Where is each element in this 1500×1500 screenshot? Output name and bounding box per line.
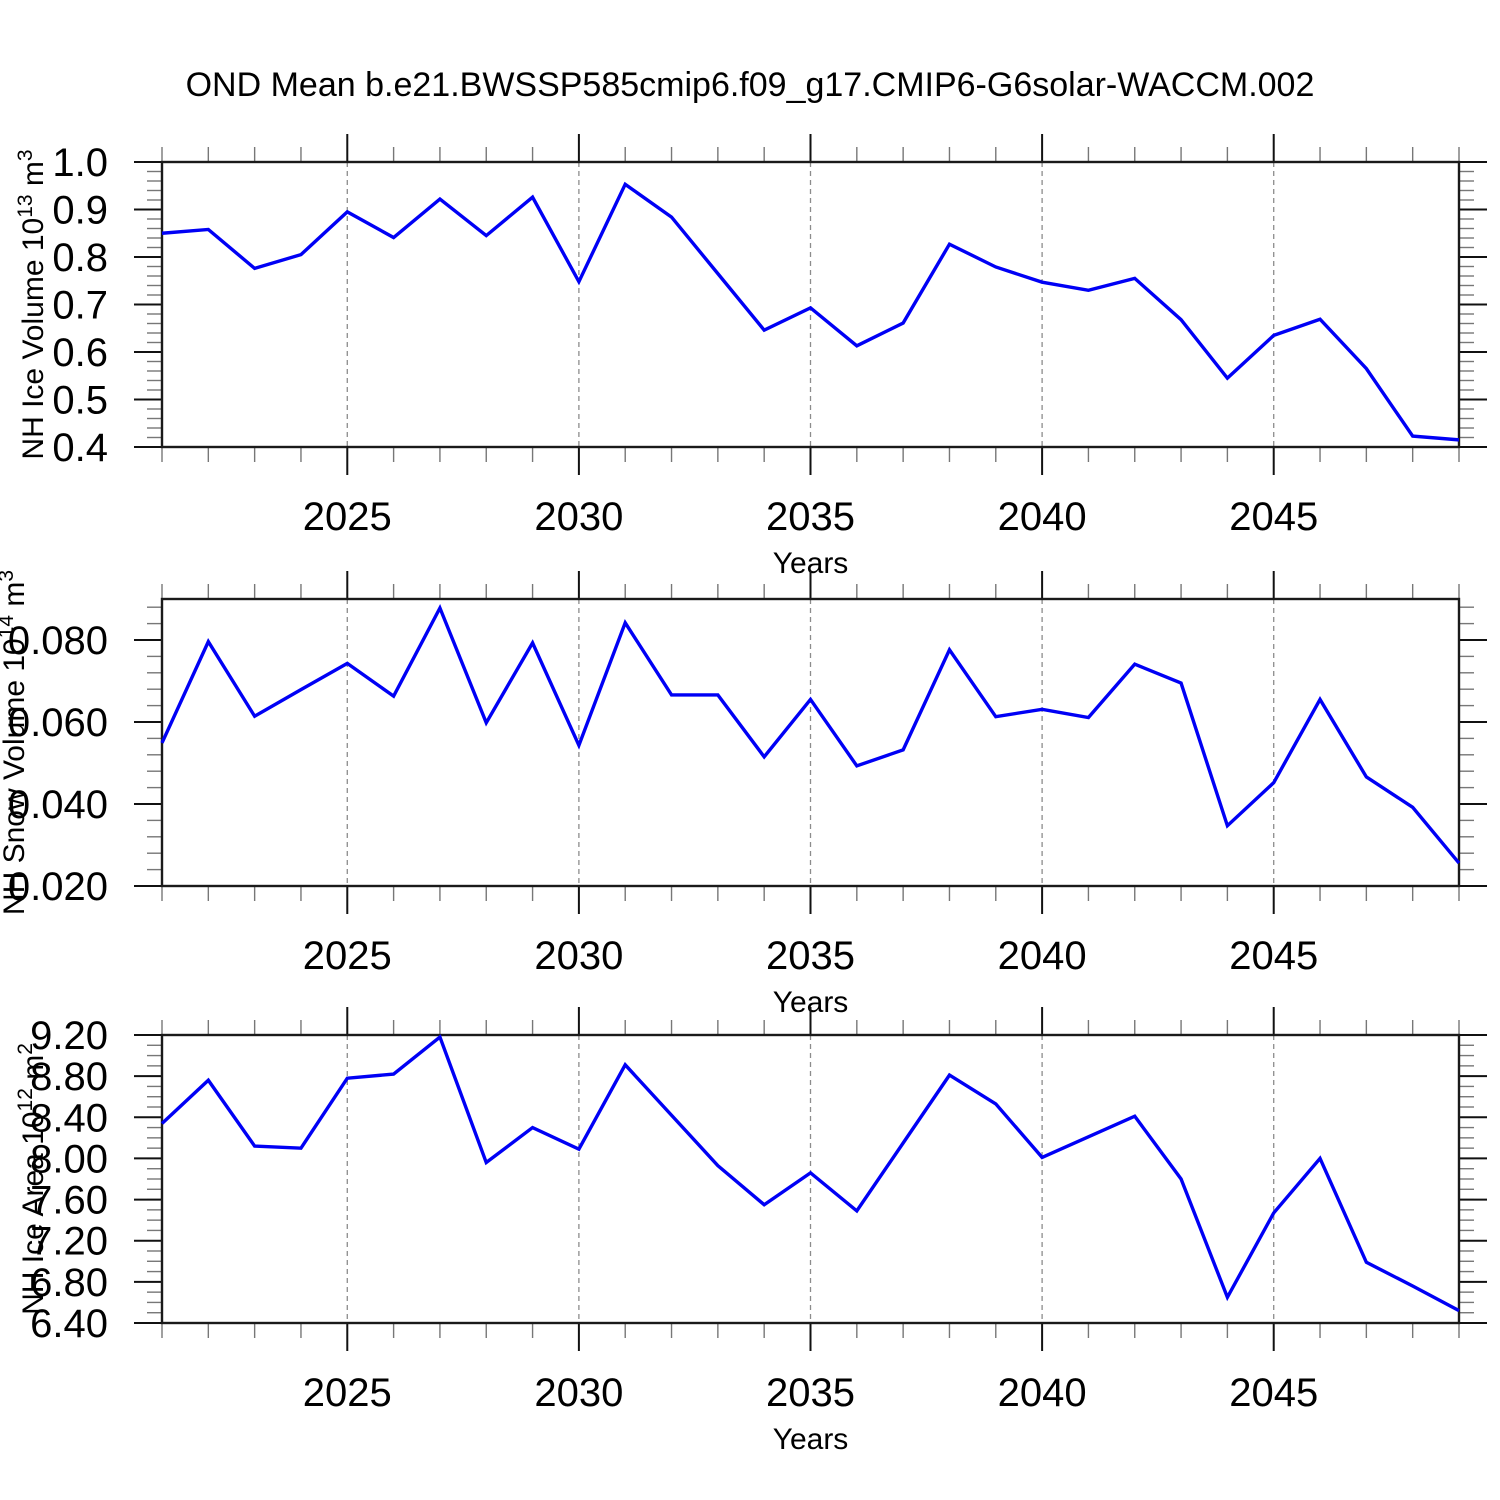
y-tick-label: 0.4	[52, 426, 108, 470]
x-tick-label: 2045	[1229, 934, 1318, 978]
series-line	[160, 1034, 1460, 1313]
y-tick-label: 0.5	[52, 379, 108, 423]
y-tick-label: 0.080	[8, 619, 108, 663]
series-line	[161, 181, 1460, 442]
x-tick-label: 2035	[766, 495, 855, 539]
x-tick-label: 2030	[534, 495, 623, 539]
x-tick-label: 2030	[534, 934, 623, 978]
y-axis-title-text: NH Ice Volume 1013 m3	[14, 149, 50, 459]
y-axis-title: NH Ice Area 1012 m2	[14, 1043, 50, 1315]
x-tick-label: 2045	[1229, 495, 1318, 539]
x-tick-label: 2035	[766, 934, 855, 978]
chart-panel-3: 6.406.807.207.608.008.408.809.20 2025 2030…	[14, 1007, 1487, 1456]
y-tick-label: 0.7	[52, 284, 108, 328]
x-tick-label: 2040	[998, 934, 1087, 978]
x-tick-label: 2040	[998, 1371, 1087, 1415]
x-axis-title: Years	[773, 1423, 849, 1456]
y-tick-label: 0.9	[52, 189, 108, 233]
x-tick-label: 2025	[303, 934, 392, 978]
y-tick-label: 6.80	[30, 1261, 108, 1305]
series-line	[160, 603, 1461, 865]
y-tick-label: 0.060	[8, 701, 108, 745]
y-tick-label: 0.040	[8, 783, 108, 827]
x-tick-label: 2040	[998, 495, 1087, 539]
x-tick-label: 2030	[534, 1371, 623, 1415]
plot-frame	[160, 160, 1461, 449]
y-tick-label: 0.8	[52, 236, 108, 280]
y-tick-label: 8.80	[30, 1055, 108, 1099]
x-tick-label: 2025	[303, 495, 392, 539]
x-tick-label: 2045	[1229, 1371, 1318, 1415]
x-tick-label: 2035	[766, 1371, 855, 1415]
plot-frame	[160, 1033, 1461, 1325]
y-axis-title: NH Ice Volume 1013 m3	[14, 149, 50, 459]
y-tick-label: 0.6	[52, 331, 108, 375]
y-tick-label: 9.20	[30, 1014, 108, 1058]
y-tick-label: 8.40	[30, 1096, 108, 1140]
y-tick-label: 0.020	[8, 865, 108, 909]
y-tick-label: 8.00	[30, 1137, 108, 1181]
y-axis-title: NH Snow Volume 1014 m3	[0, 570, 31, 915]
figure-title: OND Mean b.e21.BWSSP585cmip6.f09_g17.CMI…	[185, 66, 1315, 104]
y-tick-label: 1.0	[52, 141, 108, 185]
y-tick-label: 6.40	[30, 1302, 108, 1346]
x-tick-label: 2025	[303, 1371, 392, 1415]
y-axis-title-text: NH Snow Volume 1014 m3	[0, 570, 31, 915]
chart-panel-2: 0.020 0.040 0.060 0.080 2025 2030 2035 2040 2045…	[0, 570, 1487, 1019]
y-axis-title-text: NH Ice Area 1012 m2	[14, 1043, 50, 1315]
y-tick-label: 7.20	[30, 1220, 108, 1264]
y-tick-label: 7.60	[30, 1179, 108, 1223]
chart-panel-1: 0.40.50.60.70.80.91.0 2025 2030 2035 2040 204…	[14, 134, 1487, 580]
